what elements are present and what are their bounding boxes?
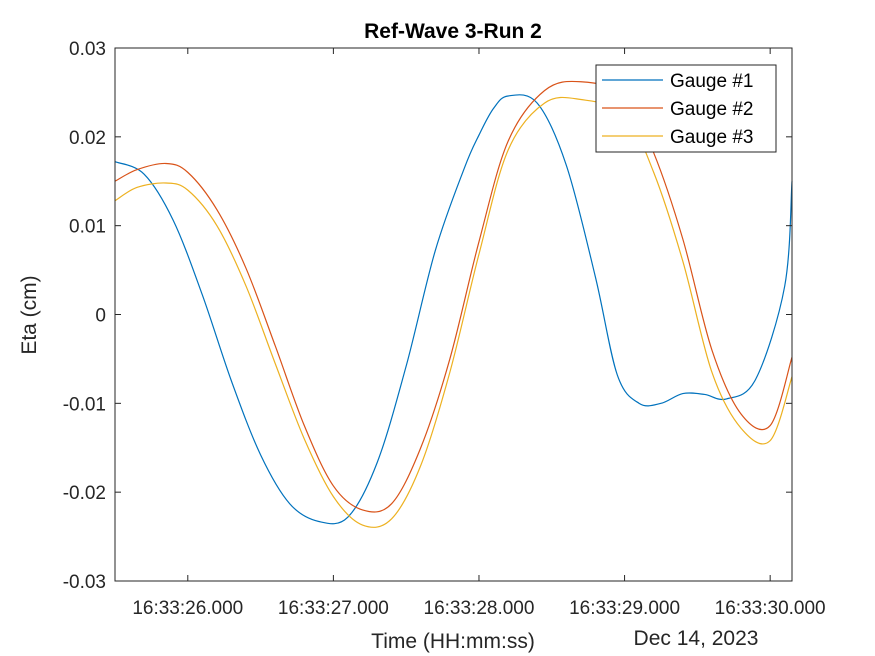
y-tick-label: 0.01 xyxy=(69,217,106,238)
x-tick-label: 16:33:30.000 xyxy=(715,598,826,619)
x-tick-label: 16:33:28.000 xyxy=(424,598,535,619)
y-axis-label: Eta (cm) xyxy=(18,275,41,354)
y-tick-label: 0 xyxy=(95,306,106,327)
legend-label-gauge-2: Gauge #2 xyxy=(670,99,753,120)
chart-title: Ref-Wave 3-Run 2 xyxy=(364,20,542,43)
date-label: Dec 14, 2023 xyxy=(634,627,759,650)
x-tick-label: 16:33:26.000 xyxy=(132,598,243,619)
legend: Gauge #1 Gauge #2 Gauge #3 xyxy=(595,64,777,153)
series-line-gauge-3 xyxy=(114,96,793,528)
legend-label-gauge-1: Gauge #1 xyxy=(670,71,753,92)
y-tick-label: 0.02 xyxy=(69,128,106,149)
tick-layer: 0.03 0.02 0.01 0 -0.01 -0.02 -0.03 16:33:26.000… xyxy=(63,39,826,619)
y-tick-label: 0.03 xyxy=(69,39,106,60)
y-tick-label: -0.02 xyxy=(63,483,106,504)
series-line-gauge-1 xyxy=(114,94,793,525)
legend-items: Gauge #1 Gauge #2 Gauge #3 xyxy=(602,71,753,148)
series-layer xyxy=(114,80,793,528)
series-line-gauge-2 xyxy=(114,80,793,513)
x-tick-label: 16:33:29.000 xyxy=(569,598,680,619)
legend-label-gauge-3: Gauge #3 xyxy=(670,127,753,148)
y-tick-label: -0.03 xyxy=(63,572,106,593)
y-tick-label: -0.01 xyxy=(63,394,106,415)
x-tick-label: 16:33:27.000 xyxy=(278,598,389,619)
x-axis-label: Time (HH:mm:ss) xyxy=(371,630,535,653)
